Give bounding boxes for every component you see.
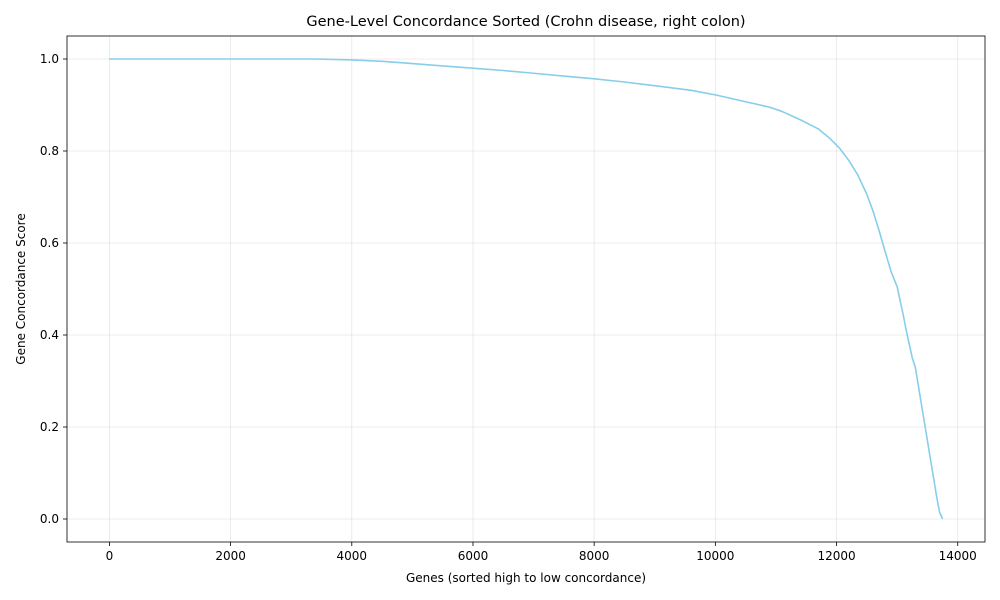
x-tick-label: 2000	[215, 549, 246, 563]
chart-title: Gene-Level Concordance Sorted (Crohn dis…	[306, 14, 745, 30]
x-tick-label: 6000	[458, 549, 489, 563]
x-tick-label: 14000	[939, 549, 977, 563]
x-tick-label: 4000	[337, 549, 368, 563]
x-tick-label: 0	[106, 549, 114, 563]
x-axis-title: Genes (sorted high to low concordance)	[406, 571, 646, 585]
x-tick-label: 12000	[817, 549, 855, 563]
y-tick-label: 0.6	[40, 236, 59, 250]
y-tick-label: 0.8	[40, 144, 59, 158]
y-tick-label: 0.2	[40, 420, 59, 434]
concordance-line	[109, 58, 944, 520]
y-tick-label: 0.0	[40, 512, 59, 526]
tick-layer: 0 2000 4000 6000 8000 10000 12000 14000 0.0 0.2 0.…	[40, 52, 977, 563]
y-axis-title: Gene Concordance Score	[14, 213, 28, 364]
y-tick-label: 1.0	[40, 52, 59, 66]
x-tick-label: 10000	[696, 549, 734, 563]
y-tick-label: 0.4	[40, 328, 59, 342]
line-layer	[109, 58, 944, 520]
plot-frame	[66, 35, 986, 543]
x-tick-label: 8000	[579, 549, 610, 563]
grid-layer	[67, 36, 985, 542]
